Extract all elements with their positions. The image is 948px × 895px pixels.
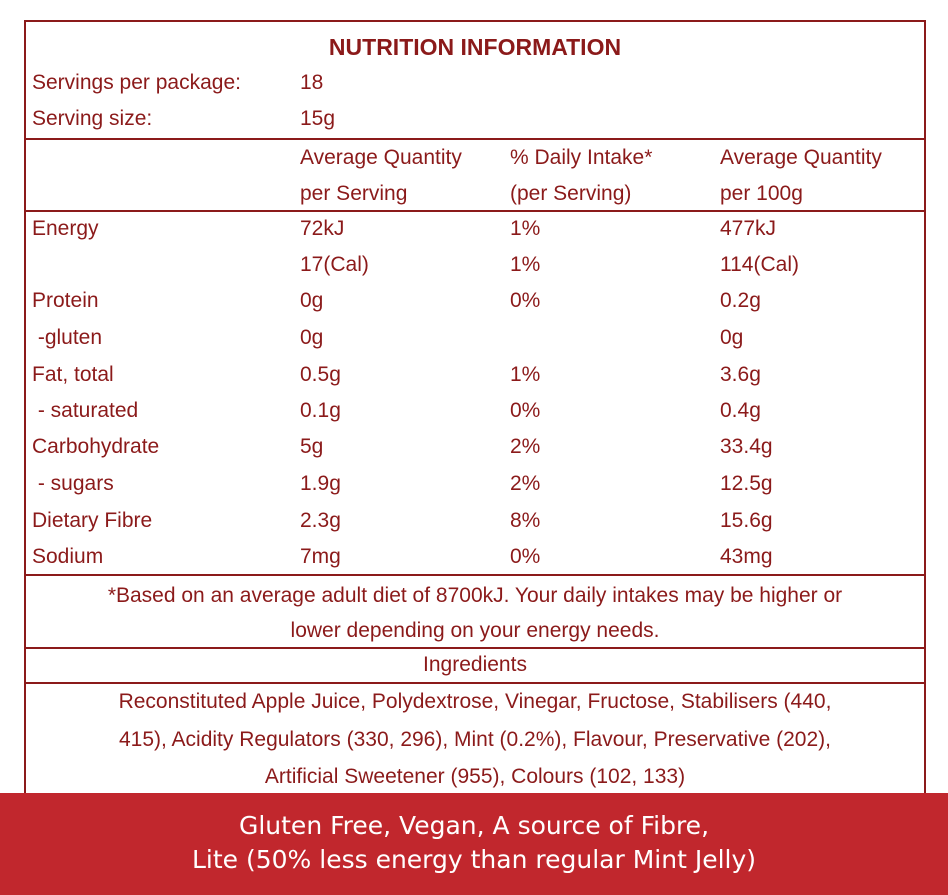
row-name: Protein xyxy=(32,289,99,312)
row-serving: 5g xyxy=(300,435,324,458)
row-serving: 0.5g xyxy=(300,363,341,386)
footnote-line-2: lower depending on your energy needs. xyxy=(290,619,660,642)
ingredients-line-1: Reconstituted Apple Juice, Polydextrose,… xyxy=(118,690,832,713)
row-name: Sodium xyxy=(32,545,104,568)
row-serving: 72kJ xyxy=(300,217,345,240)
row-daily: 1% xyxy=(510,253,541,276)
ingredients-line-2: 415), Acidity Regulators (330, 296), Min… xyxy=(119,728,831,751)
row-name: - sugars xyxy=(32,472,114,495)
row-daily: 1% xyxy=(510,363,541,386)
serving-size-value: 15g xyxy=(300,107,336,130)
row-serving: 0.1g xyxy=(300,399,341,422)
claims-banner: Gluten Free, Vegan, A source of Fibre, L… xyxy=(0,793,948,895)
divider-servings xyxy=(26,138,924,140)
row-name: Energy xyxy=(32,217,99,240)
row-name: Dietary Fibre xyxy=(32,509,153,532)
row-name: -gluten xyxy=(32,326,103,349)
divider-footnote xyxy=(26,647,924,649)
divider-ingredients xyxy=(26,682,924,684)
col-per100-heading-1: Average Quantity xyxy=(720,146,882,169)
banner-line-2: Lite (50% less energy than regular Mint … xyxy=(191,845,757,874)
col-per-serving-heading-2: per Serving xyxy=(300,182,408,205)
row-daily: 2% xyxy=(510,435,541,458)
row-per100: 0.4g xyxy=(720,399,761,422)
row-daily: 8% xyxy=(510,509,541,532)
divider-rows xyxy=(26,574,924,576)
row-per100: 477kJ xyxy=(720,217,777,240)
row-name: Fat, total xyxy=(32,363,114,386)
row-per100: 3.6g xyxy=(720,363,761,386)
serving-size-label: Serving size: xyxy=(32,107,153,130)
row-serving: 17(Cal) xyxy=(300,253,369,276)
panel-title: NUTRITION INFORMATION xyxy=(328,34,622,60)
row-serving: 0g xyxy=(300,326,324,349)
servings-per-package-label: Servings per package: xyxy=(32,71,241,94)
row-serving: 7mg xyxy=(300,545,341,568)
row-per100: 12.5g xyxy=(720,472,773,495)
col-per-serving-heading-1: Average Quantity xyxy=(300,146,462,169)
ingredients-heading: Ingredients xyxy=(423,653,527,676)
row-serving: 0g xyxy=(300,289,324,312)
row-daily: 0% xyxy=(510,545,541,568)
ingredients-line-3: Artificial Sweetener (955), Colours (102… xyxy=(264,765,686,788)
col-daily-heading-2: (per Serving) xyxy=(510,182,632,205)
footnote-line-1: *Based on an average adult diet of 8700k… xyxy=(107,584,843,607)
col-per100-heading-2: per 100g xyxy=(720,182,803,205)
row-per100: 33.4g xyxy=(720,435,773,458)
row-serving: 1.9g xyxy=(300,472,341,495)
servings-per-package-value: 18 xyxy=(300,71,324,94)
row-daily: 1% xyxy=(510,217,541,240)
row-name: - saturated xyxy=(32,399,139,422)
row-daily: 0% xyxy=(510,399,541,422)
nutrition-panel: NUTRITION INFORMATION Servings per packa… xyxy=(24,20,926,795)
col-daily-heading-1: % Daily Intake* xyxy=(510,146,653,169)
row-per100: 114(Cal) xyxy=(720,253,799,276)
row-daily: 0% xyxy=(510,289,541,312)
row-per100: 43mg xyxy=(720,545,773,568)
row-name: Carbohydrate xyxy=(32,435,160,458)
row-per100: 0g xyxy=(720,326,744,349)
banner-line-1: Gluten Free, Vegan, A source of Fibre, xyxy=(238,811,710,840)
row-per100: 15.6g xyxy=(720,509,773,532)
divider-headers xyxy=(26,210,924,212)
row-daily: 2% xyxy=(510,472,541,495)
row-serving: 2.3g xyxy=(300,509,341,532)
row-per100: 0.2g xyxy=(720,289,761,312)
